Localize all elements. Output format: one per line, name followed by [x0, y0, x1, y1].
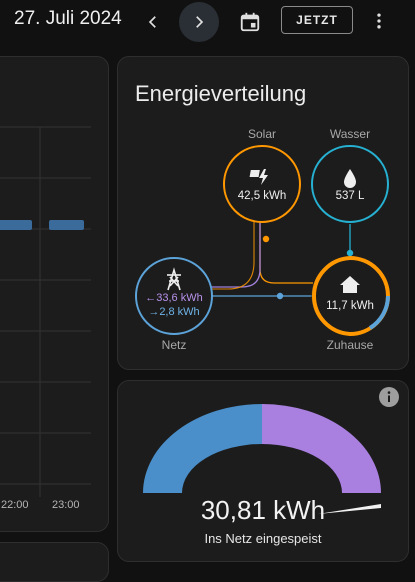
chevron-left-icon	[148, 16, 156, 28]
date-title[interactable]: 27. Juli 2024	[14, 8, 122, 29]
chart-bar[interactable]	[49, 220, 84, 230]
transmission-tower-icon	[167, 267, 181, 291]
grid-node[interactable]	[135, 257, 213, 335]
gauge	[143, 404, 381, 514]
now-button[interactable]: JETZT	[281, 6, 353, 34]
overflow-menu-button[interactable]	[364, 6, 394, 36]
water-value: 537 L	[335, 190, 365, 202]
energy-usage-chart-card: 22:00 23:00	[0, 56, 109, 532]
solar-power-icon	[249, 169, 268, 185]
secondary-card	[0, 542, 109, 582]
info-icon[interactable]	[379, 387, 399, 407]
calendar-icon	[240, 12, 260, 32]
calendar-button[interactable]	[234, 6, 266, 38]
x-tick-label: 23:00	[52, 499, 80, 511]
gauge-segment-left	[143, 404, 262, 493]
previous-day-button[interactable]	[133, 2, 173, 42]
energy-flow-diagram	[135, 145, 390, 337]
gauge-needle	[318, 504, 381, 514]
home-label: Zuhause	[326, 338, 374, 352]
grid-export-gauge-card: 30,81 kWh Ins Netz eingespeist	[117, 380, 409, 562]
gauge-label: Ins Netz eingespeist	[204, 531, 322, 546]
card-title: Energieverteilung	[135, 81, 307, 106]
water-drop-icon	[344, 169, 356, 188]
home-icon	[340, 276, 360, 293]
gauge-segment-right	[262, 404, 381, 493]
water-label: Wasser	[329, 127, 371, 141]
grid-export-value: →2,8 kWh	[148, 306, 200, 318]
solar-value: 42,5 kWh	[237, 190, 287, 202]
water-node[interactable]	[311, 145, 389, 223]
x-tick-label: 22:00	[1, 499, 29, 511]
home-node[interactable]	[311, 256, 390, 337]
next-day-button[interactable]	[179, 2, 219, 42]
top-bar: 27. Juli 2024 JETZT	[0, 0, 415, 44]
solar-label: Solar	[247, 127, 276, 141]
chevron-right-icon	[196, 16, 204, 28]
solar-node[interactable]	[223, 145, 301, 223]
grid-import-value: ←33,6 kWh	[145, 292, 203, 304]
grid-label: Netz	[161, 338, 187, 352]
home-value: 11,7 kWh	[326, 300, 374, 312]
gauge-value: 30,81 kWh	[200, 495, 326, 525]
chart-bar[interactable]	[0, 220, 32, 230]
usage-chart	[0, 126, 91, 497]
more-vertical-icon	[377, 13, 381, 29]
energy-distribution-card: Energieverteilung	[117, 56, 409, 370]
